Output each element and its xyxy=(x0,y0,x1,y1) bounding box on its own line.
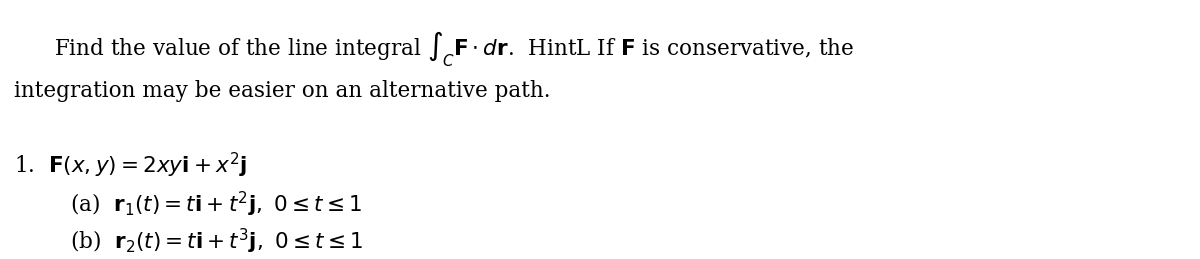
Text: (a)  $\mathbf{r}_1(t) = t\mathbf{i} + t^2\mathbf{j},\ 0 \leq t \leq 1$: (a) $\mathbf{r}_1(t) = t\mathbf{i} + t^2… xyxy=(70,190,361,219)
Text: Find the value of the line integral $\int_C \mathbf{F} \cdot d\mathbf{r}$.  Hint: Find the value of the line integral $\in… xyxy=(54,29,854,69)
Text: integration may be easier on an alternative path.: integration may be easier on an alternat… xyxy=(14,81,551,103)
Text: (b)  $\mathbf{r}_2(t) = t\mathbf{i} + t^3\mathbf{j},\ 0 \leq t \leq 1$: (b) $\mathbf{r}_2(t) = t\mathbf{i} + t^3… xyxy=(70,227,362,256)
Text: 1.  $\mathbf{F}(x, y) = 2xy\mathbf{i} + x^2\mathbf{j}$: 1. $\mathbf{F}(x, y) = 2xy\mathbf{i} + x… xyxy=(14,151,247,180)
